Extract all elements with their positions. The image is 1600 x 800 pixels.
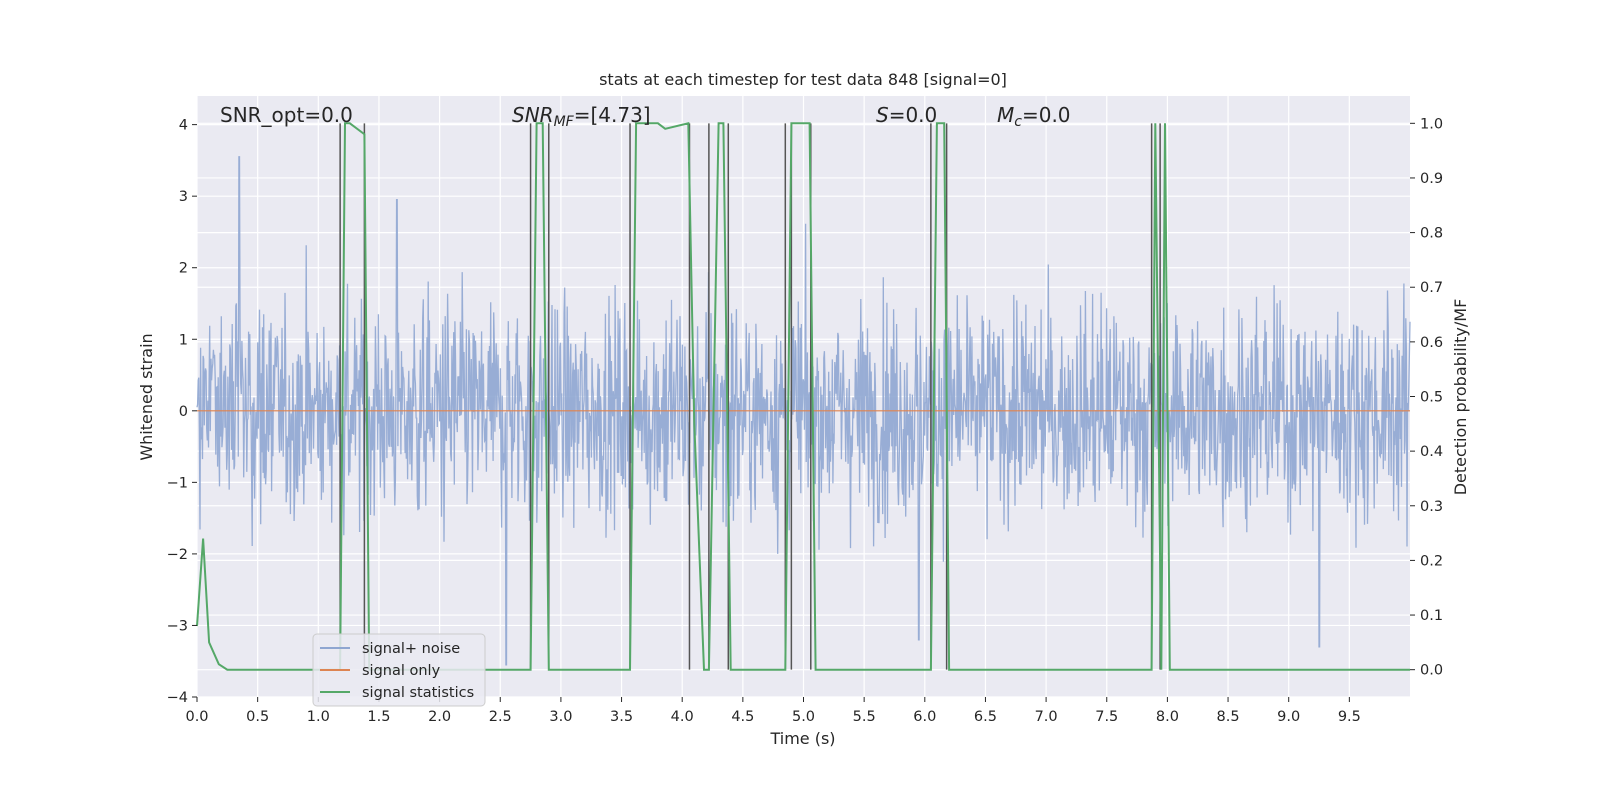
mc-symbol: M <box>997 103 1014 127</box>
series-signal-statistics <box>196 122 1410 671</box>
x-tick-label: 9.0 <box>1277 709 1300 725</box>
x-tick-label: 3.0 <box>549 709 572 725</box>
y2-tick-label: 0.5 <box>1420 390 1443 406</box>
y2-tick-label: 0.7 <box>1420 280 1443 296</box>
mc-subscript: c <box>1014 114 1022 130</box>
y-tick-label: −1 <box>167 475 188 491</box>
y2-tick-label: 0.6 <box>1420 335 1443 351</box>
annotation-s: S=0.0 <box>876 103 937 127</box>
s-value: =0.0 <box>889 103 938 127</box>
x-tick-label: 5.5 <box>853 709 876 725</box>
x-axis-ticks: 0.0 0.5 1.0 1.5 2.0 2.5 3.0 3.5 4.0 4.5 5.0 5.5 6.0 6… <box>185 697 1361 725</box>
snr-mf-value: =[4.73] <box>574 103 651 127</box>
x-tick-label: 8.5 <box>1217 709 1240 725</box>
y-tick-label: −3 <box>167 618 188 634</box>
x-tick-label: 4.5 <box>731 709 754 725</box>
y2-tick-label: 0.4 <box>1420 444 1443 460</box>
x-axis-label: Time (s) <box>769 729 835 748</box>
grid-lines <box>196 96 1410 698</box>
x-tick-label: 0.0 <box>185 709 208 725</box>
statistics-line <box>196 122 1410 671</box>
chart-title: stats at each timestep for test data 848… <box>599 70 1007 89</box>
y-axis-label: Whitened strain <box>137 333 156 460</box>
x-tick-label: 6.0 <box>913 709 936 725</box>
legend-label-signal-only: signal only <box>362 663 441 679</box>
y-axis-ticks: 4 3 2 1 0 −1 −2 −3 −4 <box>167 118 197 706</box>
x-tick-label: 3.5 <box>610 709 633 725</box>
y2-axis-label: Detection probability/MF <box>1451 299 1470 496</box>
x-tick-label: 6.5 <box>974 709 997 725</box>
x-tick-label: 1.0 <box>307 709 330 725</box>
noise-line <box>196 156 1411 666</box>
y2-tick-label: 0.0 <box>1420 663 1443 679</box>
y-tick-label: 1 <box>179 332 188 348</box>
mc-value: =0.0 <box>1022 103 1071 127</box>
y2-tick-label: 0.1 <box>1420 608 1443 624</box>
x-tick-label: 1.5 <box>367 709 390 725</box>
y-tick-label: 3 <box>179 189 188 205</box>
series-signal-noise <box>196 156 1411 666</box>
s-symbol: S <box>876 103 889 127</box>
snr-mf-subscript: MF <box>554 114 575 130</box>
y2-axis-ticks: 1.0 0.9 0.8 0.7 0.6 0.5 0.4 0.3 0.2 0.1 0.0 <box>1410 116 1443 679</box>
y2-tick-label: 0.8 <box>1420 226 1443 242</box>
y-tick-label: 2 <box>179 261 188 277</box>
x-tick-label: 2.5 <box>489 709 512 725</box>
y2-tick-label: 0.3 <box>1420 499 1443 515</box>
annotation-snr-mf: SNRMF=[4.73] <box>512 103 651 130</box>
legend-label-signal-statistics: signal statistics <box>362 685 474 701</box>
x-tick-label: 7.5 <box>1095 709 1118 725</box>
x-tick-label: 5.0 <box>792 709 815 725</box>
y-tick-label: 0 <box>179 404 188 420</box>
x-tick-label: 0.5 <box>246 709 269 725</box>
y-tick-label: 4 <box>179 118 188 134</box>
legend-label-signal-noise: signal+ noise <box>362 641 460 657</box>
y2-tick-label: 0.2 <box>1420 553 1443 569</box>
y-tick-label: −2 <box>167 547 188 563</box>
x-tick-label: 2.0 <box>428 709 451 725</box>
annotation-snr-opt: SNR_opt=0.0 <box>220 103 353 127</box>
x-tick-label: 8.0 <box>1156 709 1179 725</box>
snr-mf-symbol: SNR <box>512 103 554 127</box>
x-tick-label: 7.0 <box>1035 709 1058 725</box>
annotation-mc: Mc=0.0 <box>997 103 1071 130</box>
y2-tick-label: 1.0 <box>1420 116 1443 132</box>
x-tick-label: 4.0 <box>671 709 694 725</box>
legend-box <box>312 633 486 707</box>
y2-tick-label: 0.9 <box>1420 171 1443 187</box>
x-tick-label: 9.5 <box>1338 709 1361 725</box>
legend: signal+ noise signal only signal statist… <box>312 633 486 707</box>
y-tick-label: −4 <box>167 690 188 706</box>
